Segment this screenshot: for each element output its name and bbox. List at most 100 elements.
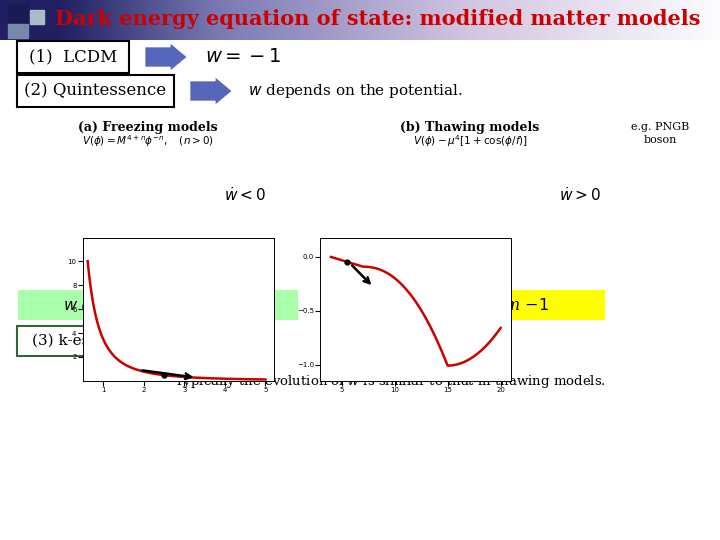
Bar <box>46 0 48 40</box>
Bar <box>130 0 132 40</box>
Bar <box>472 0 474 40</box>
Bar <box>370 0 372 40</box>
Bar <box>538 0 540 40</box>
Bar <box>324 0 326 40</box>
Bar <box>380 0 382 40</box>
Bar <box>412 0 414 40</box>
Bar <box>618 0 620 40</box>
Bar <box>600 0 602 40</box>
Bar <box>264 0 266 40</box>
Bar <box>304 0 306 40</box>
Bar <box>14 0 16 40</box>
Bar <box>248 0 250 40</box>
Bar <box>94 0 96 40</box>
Bar <box>154 0 156 40</box>
Bar <box>428 0 430 40</box>
Bar <box>452 0 454 40</box>
Bar <box>522 0 524 40</box>
Bar <box>282 0 284 40</box>
Bar <box>212 0 214 40</box>
Bar <box>146 0 148 40</box>
Bar <box>270 0 272 40</box>
Text: (b) Thawing models: (b) Thawing models <box>400 120 539 133</box>
Bar <box>700 0 702 40</box>
Bar <box>26 0 28 40</box>
Bar <box>196 0 198 40</box>
Bar <box>322 0 324 40</box>
Bar <box>446 0 448 40</box>
Bar <box>478 0 480 40</box>
Bar <box>666 0 668 40</box>
Bar <box>686 0 688 40</box>
Bar <box>312 0 314 40</box>
Bar <box>340 0 342 40</box>
Bar <box>608 0 610 40</box>
Bar <box>544 0 546 40</box>
Bar <box>390 0 392 40</box>
Bar <box>610 0 612 40</box>
Bar <box>70 0 72 40</box>
Bar <box>72 0 74 40</box>
Text: e.g. PNGB: e.g. PNGB <box>631 122 689 132</box>
Bar <box>88 0 90 40</box>
Bar <box>6 0 8 40</box>
Bar <box>18 0 20 40</box>
Bar <box>614 0 616 40</box>
Bar <box>592 0 594 40</box>
Bar <box>8 24 28 38</box>
Bar <box>252 0 254 40</box>
Text: (2) Quintessence: (2) Quintessence <box>24 83 166 99</box>
Bar <box>222 0 224 40</box>
Bar <box>170 0 172 40</box>
Bar <box>652 0 654 40</box>
Bar <box>64 0 66 40</box>
Bar <box>394 0 396 40</box>
Bar <box>448 0 450 40</box>
Bar <box>354 0 356 40</box>
Bar <box>258 0 260 40</box>
Bar <box>606 0 608 40</box>
Bar <box>564 0 566 40</box>
Bar <box>142 0 144 40</box>
Bar <box>384 0 386 40</box>
Bar <box>456 0 458 40</box>
Bar <box>444 0 446 40</box>
FancyBboxPatch shape <box>17 75 174 107</box>
Bar <box>206 0 208 40</box>
Bar <box>358 0 360 40</box>
Bar <box>58 0 60 40</box>
Bar <box>214 0 216 40</box>
Bar <box>366 0 368 40</box>
Bar <box>262 0 264 40</box>
Bar <box>332 0 334 40</box>
Bar <box>542 0 544 40</box>
Text: (1)  LCDM: (1) LCDM <box>29 49 117 65</box>
Text: $\dot{w} > 0$: $\dot{w} > 0$ <box>559 186 601 204</box>
Bar <box>528 0 530 40</box>
Bar <box>80 0 82 40</box>
Bar <box>460 0 462 40</box>
Bar <box>518 0 520 40</box>
Bar <box>572 0 574 40</box>
Bar <box>30 0 32 40</box>
Bar <box>148 0 150 40</box>
Bar <box>180 0 182 40</box>
Bar <box>382 0 384 40</box>
Bar <box>106 0 108 40</box>
Bar <box>54 0 56 40</box>
Text: (a) Freezing models: (a) Freezing models <box>78 120 218 133</box>
Bar <box>532 0 534 40</box>
Bar <box>708 0 710 40</box>
Bar <box>586 0 588 40</box>
Bar <box>8 4 28 24</box>
Bar <box>560 0 562 40</box>
Bar <box>514 0 516 40</box>
Bar <box>30 10 44 24</box>
Bar <box>226 0 228 40</box>
Bar <box>654 0 656 40</box>
Bar <box>464 0 466 40</box>
Bar <box>42 0 44 40</box>
Bar <box>218 0 220 40</box>
Bar <box>78 0 80 40</box>
Bar <box>430 0 432 40</box>
